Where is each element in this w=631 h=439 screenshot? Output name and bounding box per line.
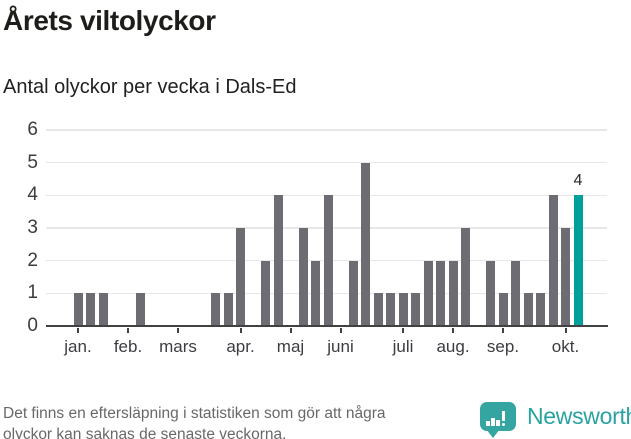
bar bbox=[398, 293, 408, 326]
gridline bbox=[46, 161, 607, 164]
bar bbox=[323, 195, 333, 326]
x-axis-month-label: maj bbox=[276, 337, 305, 356]
bar bbox=[448, 260, 458, 326]
x-axis-month-label: juni bbox=[327, 337, 354, 356]
bar bbox=[348, 260, 358, 326]
bar bbox=[486, 260, 495, 326]
x-axis-tick bbox=[402, 327, 404, 333]
y-axis-tick-label: 1 bbox=[27, 282, 38, 304]
footnote: Det finns en eftersläpning i statistiken… bbox=[3, 404, 386, 439]
x-axis-month-label: okt. bbox=[551, 337, 580, 356]
last-value-label: 4 bbox=[573, 172, 583, 190]
bar bbox=[461, 227, 470, 326]
footnote-line: olyckor kan saknas de senaste veckorna. bbox=[3, 425, 287, 439]
bar bbox=[136, 293, 145, 326]
x-axis-line bbox=[46, 324, 608, 328]
x-axis-tick bbox=[502, 327, 504, 333]
bar bbox=[86, 293, 95, 326]
bar bbox=[423, 260, 433, 326]
y-axis-tick-label: 5 bbox=[27, 151, 38, 173]
bar bbox=[373, 293, 383, 326]
bar bbox=[311, 260, 320, 326]
bar bbox=[386, 293, 395, 326]
highlighted-bar bbox=[573, 195, 583, 326]
logo-bar-icon bbox=[486, 421, 490, 426]
bar bbox=[561, 227, 570, 326]
bar bbox=[261, 260, 270, 326]
bar bbox=[523, 293, 533, 326]
x-axis-month-label: apr. bbox=[226, 337, 255, 356]
x-axis-tick bbox=[177, 327, 179, 333]
page-title: Årets viltolyckor bbox=[3, 5, 216, 36]
footnote-line: Det finns en eftersläpning i statistiken… bbox=[3, 405, 386, 422]
y-axis-tick-label: 0 bbox=[27, 315, 38, 336]
bar bbox=[273, 195, 283, 326]
y-axis-tick-label: 2 bbox=[27, 249, 38, 271]
bar bbox=[73, 293, 83, 326]
bar bbox=[548, 195, 558, 326]
newsworthy-logo-icon bbox=[480, 402, 516, 431]
y-axis-tick-label: 3 bbox=[27, 216, 38, 238]
x-axis-tick bbox=[127, 327, 129, 333]
bar bbox=[236, 227, 245, 326]
bar bbox=[361, 162, 370, 326]
x-axis-tick bbox=[564, 327, 567, 333]
x-axis-month-label: aug. bbox=[436, 337, 470, 356]
y-axis-tick-label: 4 bbox=[27, 184, 38, 206]
bar bbox=[98, 293, 108, 326]
x-axis-tick bbox=[77, 327, 79, 333]
logo-exclamation-dot-icon bbox=[501, 422, 505, 426]
logo-bar-icon bbox=[491, 417, 495, 426]
y-axis-tick-label: 6 bbox=[27, 118, 38, 140]
bar bbox=[411, 293, 420, 326]
x-axis-tick bbox=[339, 327, 342, 333]
x-axis-month-label: mars bbox=[159, 337, 197, 356]
x-axis-tick bbox=[452, 327, 454, 333]
logo-speech-bubble-tail bbox=[486, 429, 500, 438]
x-axis-tick bbox=[239, 327, 242, 333]
logo-exclamation-icon bbox=[501, 411, 505, 421]
bar bbox=[511, 260, 520, 326]
x-axis-month-label: juli bbox=[392, 337, 414, 356]
x-axis-month-label: jan. bbox=[64, 337, 92, 356]
bar bbox=[536, 293, 545, 326]
bar bbox=[436, 260, 445, 326]
logo-bar-icon bbox=[496, 419, 500, 426]
bar bbox=[298, 227, 308, 326]
bar bbox=[498, 293, 508, 326]
gridline bbox=[46, 129, 607, 131]
bar bbox=[223, 293, 233, 326]
x-axis-month-label: sep. bbox=[486, 337, 520, 356]
x-axis-month-label: feb. bbox=[113, 337, 143, 356]
chart-subtitle: Antal olyckor per vecka i Dals-Ed bbox=[3, 76, 297, 98]
brand-name: Newsworthy bbox=[527, 403, 631, 429]
bar bbox=[211, 293, 220, 326]
x-axis-tick bbox=[289, 327, 292, 333]
